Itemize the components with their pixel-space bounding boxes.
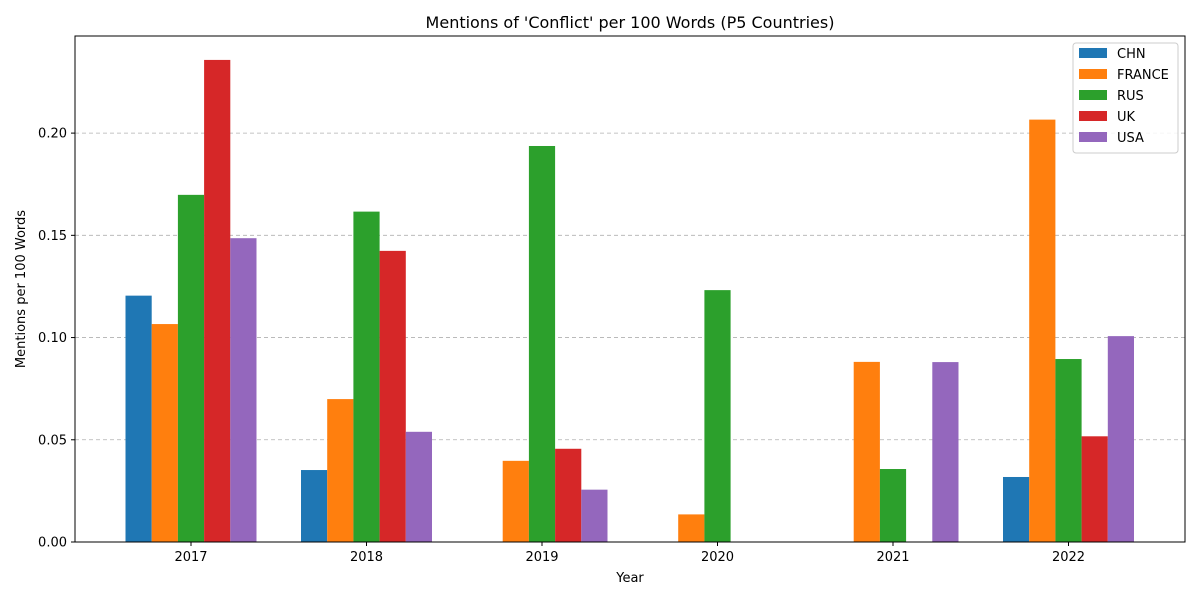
x-tick-label: 2021	[876, 550, 909, 565]
bar-usa-2018	[405, 431, 432, 542]
bar-france-2021	[853, 361, 880, 542]
chart-title: Mentions of 'Conflict' per 100 Words (P5…	[426, 13, 835, 32]
bar-uk-2018	[379, 250, 406, 543]
x-tick-label: 2019	[525, 550, 558, 565]
bars	[125, 59, 1134, 543]
bar-usa-2019	[581, 489, 608, 542]
bar-usa-2022	[1107, 336, 1134, 542]
x-tick-label: 2017	[174, 550, 207, 565]
legend-swatch-france	[1079, 69, 1107, 79]
bar-rus-2022	[1055, 359, 1082, 542]
legend-swatch-usa	[1079, 132, 1107, 142]
bar-france-2020	[678, 514, 705, 542]
x-axis-label: Year	[615, 571, 644, 586]
bar-rus-2018	[353, 211, 380, 542]
legend-label-rus: RUS	[1117, 89, 1144, 104]
bar-france-2018	[327, 399, 354, 542]
bar-uk-2017	[204, 59, 231, 543]
bar-rus-2017	[177, 194, 205, 542]
bar-france-2019	[502, 460, 529, 542]
bar-usa-2017	[230, 238, 257, 542]
x-axis-ticks: 2017 2018 2019 2020 2021 2022	[174, 542, 1085, 565]
y-tick-label: 0.15	[38, 229, 67, 244]
bar-rus-2021	[879, 469, 907, 542]
legend-label-uk: UK	[1117, 110, 1136, 125]
bar-chn-2018	[301, 470, 328, 542]
legend-swatch-uk	[1079, 111, 1107, 121]
bar-france-2022	[1029, 119, 1056, 543]
legend-label-chn: CHN	[1117, 47, 1146, 62]
legend-label-france: FRANCE	[1117, 68, 1169, 83]
bar-france-2017	[151, 324, 178, 542]
bar-chn-2017	[125, 295, 152, 542]
bar-uk-2019	[555, 448, 582, 542]
bar-usa-2021	[932, 362, 959, 542]
x-tick-label: 2022	[1052, 550, 1085, 565]
grid-lines	[75, 132, 1185, 441]
y-tick-label: 0.10	[38, 331, 67, 346]
y-tick-label: 0.20	[38, 127, 67, 142]
legend-label-usa: USA	[1117, 131, 1144, 146]
bar-chn-2022	[1003, 476, 1030, 542]
plot-frame	[74, 35, 1186, 543]
y-axis-label: Mentions per 100 Words	[14, 210, 29, 368]
x-tick-label: 2020	[701, 550, 734, 565]
y-tick-label: 0.00	[38, 536, 67, 551]
bar-uk-2022	[1081, 436, 1108, 542]
x-tick-label: 2018	[350, 550, 383, 565]
y-tick-label: 0.05	[38, 433, 67, 448]
y-axis-ticks: 0.00 0.05 0.10 0.15 0.20	[38, 127, 75, 551]
legend: CHN FRANCE RUS UK USA	[1072, 42, 1179, 154]
legend-swatch-rus	[1079, 90, 1107, 100]
bar-rus-2019	[528, 145, 556, 543]
legend-swatch-chn	[1079, 48, 1107, 58]
bar-rus-2020	[704, 290, 731, 542]
